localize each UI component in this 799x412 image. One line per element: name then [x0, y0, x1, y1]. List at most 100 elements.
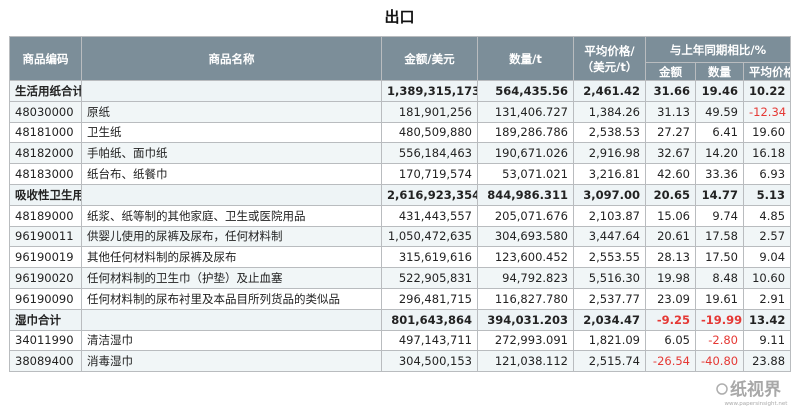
- cell-code: 48030000: [9, 100, 82, 123]
- cell-amount: 170,719,574: [381, 163, 478, 185]
- cell-amount: 556,184,463: [381, 142, 478, 165]
- cell-quantity: 394,031.203: [477, 308, 574, 331]
- cell-yoy-quantity: 17.58: [695, 225, 744, 248]
- cell-code: 96190020: [9, 267, 82, 289]
- cell-name: [81, 183, 382, 206]
- cell-avg-price: 3,097.00: [573, 183, 646, 206]
- cell-avg-price: 2,034.47: [573, 308, 646, 331]
- cell-yoy-amount: 6.05: [645, 329, 696, 352]
- cell-amount: 181,901,256: [381, 100, 478, 123]
- cell-quantity: 844,986.311: [477, 183, 574, 206]
- group-total-row: 吸收性卫生用品合计 2,616,923,354844,986.3113,097.0…: [9, 183, 792, 206]
- cell-quantity: 190,671.026: [477, 142, 574, 165]
- cell-yoy-quantity: -19.99: [695, 308, 744, 331]
- cell-yoy-quantity: 33.36: [695, 163, 744, 185]
- cell-avg-price: 1,821.09: [573, 329, 646, 352]
- table-row: 48181000 卫生纸 480,509,880 189,286.786 2,538.5…: [9, 121, 792, 144]
- cell-name: 任何材料制的尿布衬里及本品目所列货品的类似品: [81, 287, 382, 310]
- table-row: 48182000 手帕纸、面巾纸 556,184,463 190,671.026 2,9…: [9, 142, 792, 165]
- table-row: 38089400 消毒湿巾 304,500,153 121,038.112 2,515.…: [9, 350, 792, 373]
- group-total-row: 湿巾合计 801,643,864 394,031.203 2,034.47 -9.25-…: [9, 308, 792, 331]
- table-row: 34011990 清洁湿巾 497,143,711 272,993.091 1,821.…: [9, 329, 792, 352]
- cell-yoy-price: 9.11: [742, 329, 792, 352]
- cell-yoy-price: -12.34: [742, 100, 792, 123]
- cell-yoy-price: 2.57: [742, 225, 792, 248]
- cell-amount: 522,905,831: [381, 267, 478, 289]
- cell-yoy-quantity: 17.50: [695, 246, 744, 269]
- header-yoy: 与上年同期相比/%: [644, 36, 792, 63]
- cell-code: 生活用纸合计: [9, 80, 82, 102]
- watermark-logo: 纸视界 www.papersinsight.net: [716, 374, 794, 408]
- cell-code: 96190019: [9, 246, 82, 269]
- cell-yoy-price: 10.60: [742, 267, 792, 289]
- table-row: 48183000 纸台布、纸餐巾 170,719,574 53,071.021 3,21…: [9, 163, 792, 185]
- cell-yoy-price: 6.93: [742, 163, 792, 185]
- cell-name: 卫生纸: [81, 121, 382, 144]
- table-row: 48030000 原纸 181,901,256 131,406.727 1,384.26…: [9, 100, 792, 123]
- cell-quantity: 564,435.56: [477, 80, 574, 102]
- header-yoy-quantity: 数量: [695, 62, 744, 81]
- cell-yoy-amount: -26.54: [645, 350, 696, 373]
- cell-name: [81, 80, 382, 102]
- cell-yoy-quantity: 9.74: [695, 204, 744, 227]
- cell-code: 34011990: [9, 329, 82, 352]
- table-row: 96190090 任何材料制的尿布衬里及本品目所列货品的类似品 296,481,71…: [9, 287, 792, 310]
- cell-amount: 480,509,880: [381, 121, 478, 144]
- cell-quantity: 121,038.112: [477, 350, 574, 373]
- cell-yoy-quantity: 49.59: [695, 100, 744, 123]
- table-row: 96190011 供婴儿使用的尿裤及尿布，任何材料制 1,050,472,635 30…: [9, 225, 792, 248]
- cell-quantity: 189,286.786: [477, 121, 574, 144]
- table-row: 48189000 纸浆、纸等制的其他家庭、卫生或医院用品 431,443,557 20…: [9, 204, 792, 227]
- cell-code: 48181000: [9, 121, 82, 144]
- cell-yoy-price: 19.60: [742, 121, 792, 144]
- cell-avg-price: 2,515.74: [573, 350, 646, 373]
- header-yoy-amount: 金额: [645, 62, 696, 81]
- cell-name: 供婴儿使用的尿裤及尿布，任何材料制: [81, 225, 382, 248]
- cell-yoy-amount: 20.61: [645, 225, 696, 248]
- cell-yoy-quantity: 8.48: [695, 267, 744, 289]
- table-body: 生活用纸合计 1,389,315,173 564,435.56 2,461.42 31.…: [9, 80, 792, 373]
- cell-quantity: 94,792.823: [477, 267, 574, 289]
- cell-avg-price: 2,537.77: [573, 287, 646, 310]
- cell-yoy-quantity: 6.41: [695, 121, 744, 144]
- cell-code: 湿巾合计: [9, 308, 82, 331]
- cell-amount: 1,389,315,173: [381, 80, 478, 102]
- cell-yoy-quantity: -40.80: [695, 350, 744, 373]
- cell-yoy-quantity: 19.46: [695, 80, 744, 102]
- cell-quantity: 116,827.780: [477, 287, 574, 310]
- export-data-table: 商品编码 商品名称 金额/美元 数量/t 平均价格/ （美元/t） 与上年同期相…: [9, 36, 792, 373]
- cell-yoy-quantity: -2.80: [695, 329, 744, 352]
- group-total-row: 生活用纸合计 1,389,315,173 564,435.56 2,461.42 31.…: [9, 80, 792, 102]
- cell-yoy-quantity: 14.20: [695, 142, 744, 165]
- cell-code: 38089400: [9, 350, 82, 373]
- cell-yoy-amount: 27.27: [645, 121, 696, 144]
- cell-code: 96190090: [9, 287, 82, 310]
- cell-avg-price: 3,447.64: [573, 225, 646, 248]
- cell-yoy-price: 9.04: [742, 246, 792, 269]
- table-title: 出口: [384, 8, 415, 26]
- cell-name: 清洁湿巾: [81, 329, 382, 352]
- cell-quantity: 123,600.452: [477, 246, 574, 269]
- watermark-text: 纸视界: [730, 379, 781, 400]
- cell-amount: 296,481,715: [381, 287, 478, 310]
- cell-yoy-price: 10.22: [742, 80, 792, 102]
- cell-quantity: 304,693.580: [477, 225, 574, 248]
- cell-yoy-amount: 28.13: [645, 246, 696, 269]
- header-quantity: 数量/t: [477, 36, 574, 81]
- header-avg-price: 平均价格/ （美元/t）: [573, 36, 646, 81]
- cell-yoy-amount: 42.60: [645, 163, 696, 185]
- cell-yoy-amount: 32.67: [645, 142, 696, 165]
- cell-name: 其他任何材料制的尿裤及尿布: [81, 246, 382, 269]
- cell-avg-price: 2,553.55: [573, 246, 646, 269]
- cell-name: 纸浆、纸等制的其他家庭、卫生或医院用品: [81, 204, 382, 227]
- header-code: 商品编码: [9, 36, 82, 81]
- cell-yoy-price: 13.42: [742, 308, 792, 331]
- cell-amount: 431,443,557: [381, 204, 478, 227]
- header-avg-price-line1: 平均价格/: [584, 43, 635, 58]
- header-avg-price-line2: （美元/t）: [581, 59, 638, 74]
- cell-avg-price: 2,461.42: [573, 80, 646, 102]
- cell-amount: 497,143,711: [381, 329, 478, 352]
- cell-yoy-amount: 31.13: [645, 100, 696, 123]
- cell-yoy-amount: 20.65: [645, 183, 696, 206]
- cell-yoy-price: 23.88: [742, 350, 792, 373]
